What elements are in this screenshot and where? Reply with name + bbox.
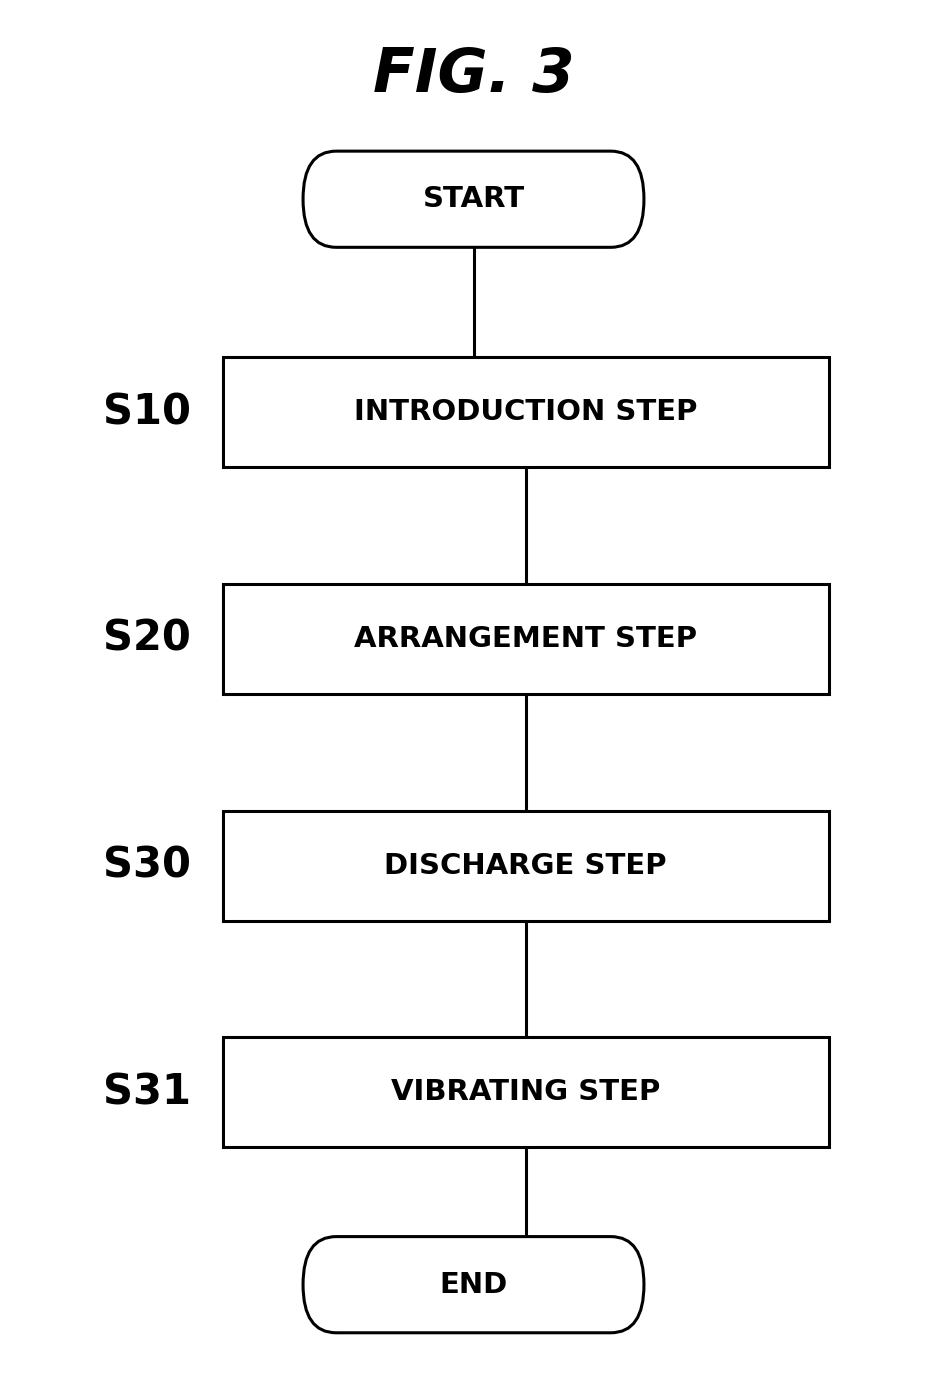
Text: FIG. 3: FIG. 3 [373,47,574,104]
Text: S31: S31 [103,1072,190,1113]
Bar [223,584,829,694]
FancyBboxPatch shape [303,1237,644,1333]
Bar [223,1037,829,1147]
Text: START: START [422,185,525,213]
Text: S20: S20 [103,618,190,660]
Text: S30: S30 [103,845,190,886]
Text: DISCHARGE STEP: DISCHARGE STEP [384,852,667,879]
Text: VIBRATING STEP: VIBRATING STEP [391,1079,660,1106]
FancyBboxPatch shape [303,151,644,247]
Text: S10: S10 [103,392,190,433]
Text: INTRODUCTION STEP: INTRODUCTION STEP [354,398,697,426]
Bar [223,811,829,921]
Text: ARRANGEMENT STEP: ARRANGEMENT STEP [354,625,697,653]
Text: END: END [439,1271,508,1298]
Bar [223,357,829,467]
